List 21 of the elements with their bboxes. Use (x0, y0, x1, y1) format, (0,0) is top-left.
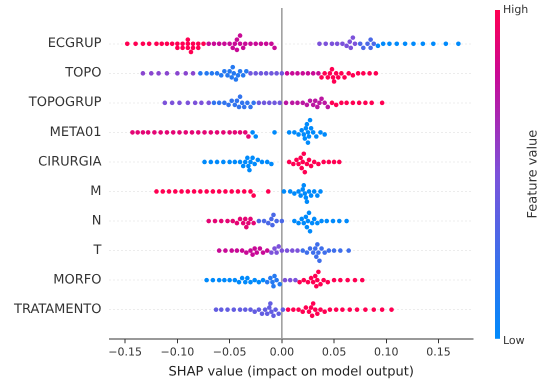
x-tick-label: 0.15 (426, 346, 451, 359)
y-tick-label: N (92, 213, 102, 228)
y-tick-label: TOPO (64, 66, 102, 81)
y-tick-label: T (92, 242, 102, 258)
color-bar-title: Feature value (525, 130, 540, 218)
color-bar-label: High (503, 2, 528, 16)
y-tick-label: CIRURGIA (38, 154, 102, 170)
y-tick-label: TRATAMENTO (13, 302, 102, 318)
x-axis-title: SHAP value (impact on model output) (168, 364, 414, 380)
y-tick-label: ECGRUP (48, 36, 102, 52)
x-tick-label: −0.05 (212, 346, 246, 359)
x-tick-label: −0.10 (160, 346, 194, 359)
y-tick-label: MORFO (53, 272, 102, 288)
x-tick-label: 0.05 (322, 346, 346, 359)
x-tick-label: −0.15 (108, 346, 142, 359)
x-tick-label: 0.00 (270, 346, 294, 359)
y-tick-label: META01 (50, 124, 102, 140)
y-tick-label: TOPOGRUP (28, 95, 102, 110)
x-tick-label: 0.10 (374, 346, 399, 359)
color-bar-label: Low (503, 334, 525, 348)
y-tick-label: M (90, 184, 102, 199)
